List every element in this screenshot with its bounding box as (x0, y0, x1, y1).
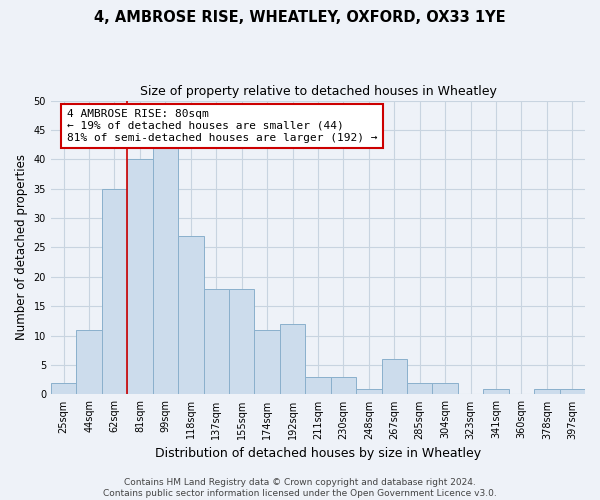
Bar (560, 388, 585, 394)
Bar (356, 388, 382, 394)
Text: 4 AMBROSE RISE: 80sqm
← 19% of detached houses are smaller (44)
81% of semi-deta: 4 AMBROSE RISE: 80sqm ← 19% of detached … (67, 110, 377, 142)
Bar (305, 377, 331, 394)
Bar (407, 382, 433, 394)
Bar (534, 388, 560, 394)
X-axis label: Distribution of detached houses by size in Wheatley: Distribution of detached houses by size … (155, 447, 481, 460)
Bar (483, 388, 509, 394)
Text: 4, AMBROSE RISE, WHEATLEY, OXFORD, OX33 1YE: 4, AMBROSE RISE, WHEATLEY, OXFORD, OX33 … (94, 10, 506, 25)
Bar (254, 330, 280, 394)
Bar (229, 288, 254, 395)
Bar (127, 160, 152, 394)
Bar (331, 377, 356, 394)
Bar (178, 236, 203, 394)
Text: Contains HM Land Registry data © Crown copyright and database right 2024.
Contai: Contains HM Land Registry data © Crown c… (103, 478, 497, 498)
Y-axis label: Number of detached properties: Number of detached properties (15, 154, 28, 340)
Bar (152, 148, 178, 394)
Title: Size of property relative to detached houses in Wheatley: Size of property relative to detached ho… (140, 85, 496, 98)
Bar (76, 330, 102, 394)
Bar (280, 324, 305, 394)
Bar (102, 188, 127, 394)
Bar (203, 288, 229, 395)
Bar (51, 382, 76, 394)
Bar (382, 359, 407, 394)
Bar (433, 382, 458, 394)
